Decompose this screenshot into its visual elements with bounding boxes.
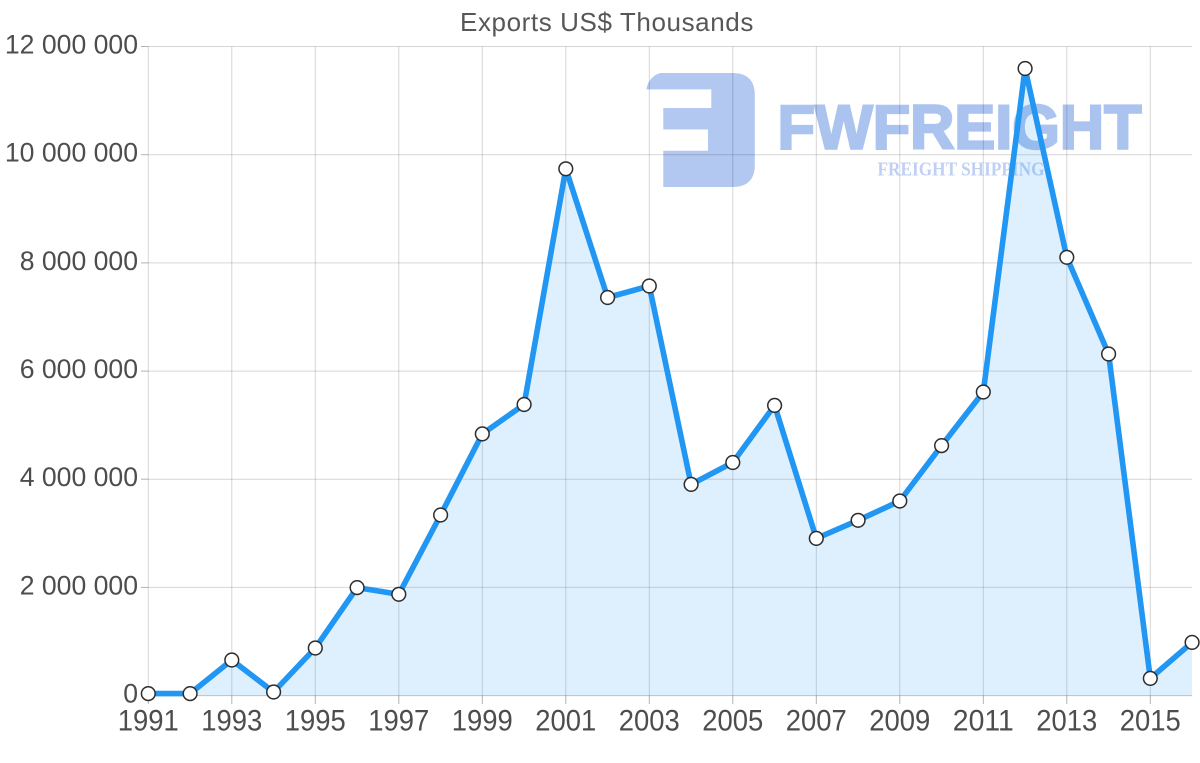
svg-text:2015: 2015	[1120, 705, 1181, 738]
svg-text:2011: 2011	[953, 705, 1014, 738]
svg-text:Exports US$ Thousands: Exports US$ Thousands	[460, 7, 754, 37]
svg-text:2005: 2005	[702, 705, 763, 738]
svg-text:1991: 1991	[118, 705, 179, 738]
svg-text:10 000 000: 10 000 000	[5, 138, 138, 168]
svg-text:6 000 000: 6 000 000	[20, 354, 138, 384]
svg-text:2 000 000: 2 000 000	[20, 570, 138, 600]
svg-text:FWFREIGHT: FWFREIGHT	[778, 94, 1142, 163]
svg-text:2001: 2001	[535, 705, 596, 738]
svg-text:2003: 2003	[619, 705, 680, 738]
svg-text:0: 0	[123, 678, 138, 708]
svg-text:FREIGHT SHIPPING: FREIGHT SHIPPING	[878, 159, 1045, 181]
svg-text:2007: 2007	[786, 705, 847, 738]
svg-text:8 000 000: 8 000 000	[20, 246, 138, 276]
svg-text:2009: 2009	[869, 705, 930, 738]
svg-text:1995: 1995	[285, 705, 346, 738]
svg-text:12 000 000: 12 000 000	[5, 30, 138, 60]
svg-text:1993: 1993	[201, 705, 262, 738]
svg-text:2013: 2013	[1036, 705, 1097, 738]
svg-text:1999: 1999	[452, 705, 513, 738]
svg-text:1997: 1997	[368, 705, 429, 738]
svg-text:4 000 000: 4 000 000	[20, 462, 138, 492]
